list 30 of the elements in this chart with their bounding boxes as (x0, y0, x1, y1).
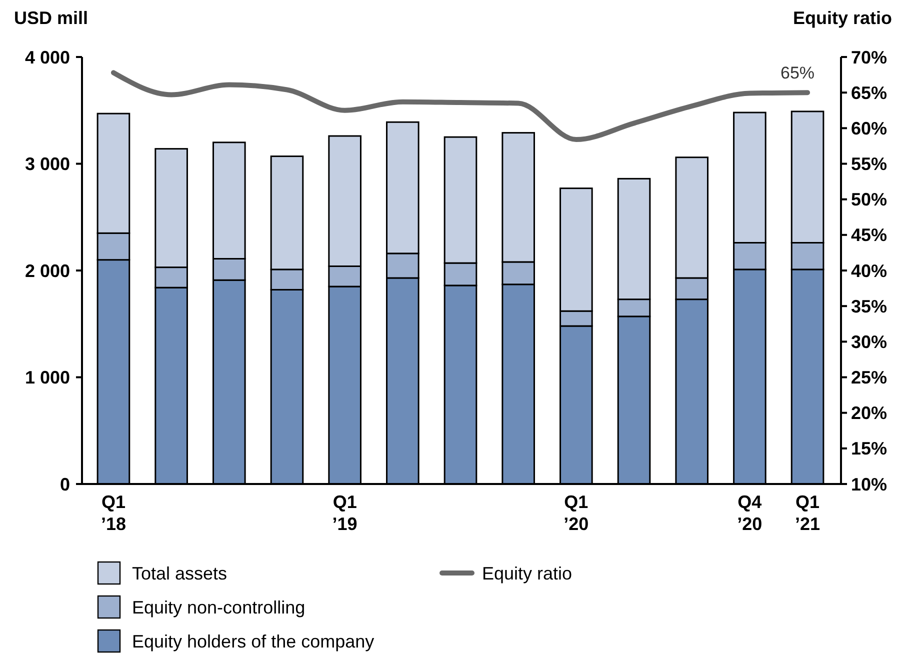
y2-tick-label: 25% (851, 368, 888, 388)
y-tick-label: 1 000 (24, 368, 70, 388)
y2-tick-label: 40% (851, 260, 888, 281)
y-tick-label: 0 (60, 474, 70, 494)
legend-label: Total assets (132, 563, 228, 584)
y2-tick-label: 35% (851, 296, 888, 316)
legend-label: Equity ratio (482, 563, 572, 584)
y2-tick-label: 45% (851, 225, 888, 246)
y2-tick-label: 20% (851, 403, 888, 424)
y2-tick-label: 10% (851, 474, 888, 494)
y2-tick-label: 30% (851, 332, 888, 352)
y2-tick-label: 65% (851, 82, 888, 103)
y-tick-label: 3 000 (24, 154, 70, 174)
y2-tick-label: 15% (851, 438, 888, 459)
y2-tick-label: 70% (851, 47, 888, 68)
x-tick-label: Q1 ’20 (564, 492, 589, 534)
x-tick-label: Q1 ’18 (100, 492, 126, 534)
legend-label: Equity non-controlling (132, 597, 306, 618)
x-tick-label: Q4 ’20 (737, 492, 762, 534)
y2-tick-label: 55% (851, 154, 888, 174)
x-tick-label: Q1 ’21 (795, 492, 820, 534)
y2-axis-title: Equity ratio (792, 8, 892, 28)
y-tick-label: 2 000 (24, 260, 70, 281)
data-label: 65% (780, 64, 815, 83)
y-tick-label: 4 000 (24, 47, 70, 68)
y2-tick-label: 50% (851, 190, 888, 210)
x-tick-label: Q1 ’19 (332, 492, 358, 534)
y2-tick-label: 60% (851, 118, 888, 138)
y-axis-title: USD mill (14, 8, 88, 28)
legend-label: Equity holders of the company (132, 631, 374, 652)
